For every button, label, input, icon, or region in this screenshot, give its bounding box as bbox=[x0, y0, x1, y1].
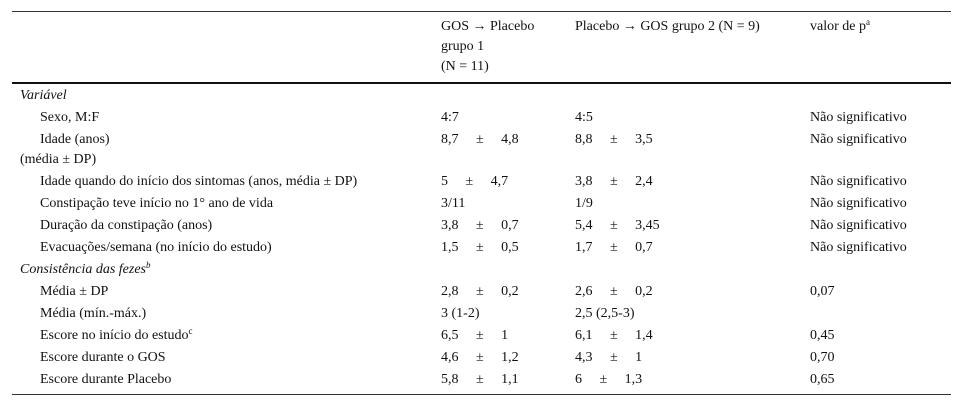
row-label: Constipação teve início no 1° ano de vid… bbox=[40, 196, 274, 211]
row-label: Evacuações/semana (no início do estudo) bbox=[40, 240, 272, 255]
row-group2: 6,1 ± 1,4 bbox=[575, 328, 653, 343]
row-label: Média (mín.-máx.) bbox=[40, 306, 147, 321]
row-p: 0,70 bbox=[810, 350, 835, 365]
section-variavel: Variável bbox=[20, 88, 67, 103]
row-p: Não significativo bbox=[810, 218, 907, 233]
row-label: Duração da constipação (anos) bbox=[40, 218, 213, 233]
row-group2: 3,8 ± 2,4 bbox=[575, 174, 653, 189]
row-label: Sexo, M:F bbox=[40, 110, 100, 125]
row-group1: 4:7 bbox=[441, 110, 459, 125]
row-group2: 8,8 ± 3,5 bbox=[575, 132, 653, 147]
row-group1: 5 ± 4,7 bbox=[441, 174, 509, 189]
row-label: Média ± DP bbox=[40, 284, 109, 299]
row-p: Não significativo bbox=[810, 132, 907, 147]
row-label-footnote: c bbox=[188, 326, 193, 336]
table-bottom-rule bbox=[12, 394, 951, 395]
row-label: Escore durante Placebo bbox=[40, 372, 172, 387]
row-p: 0,07 bbox=[810, 284, 835, 299]
row-group1: 6,5 ± 1 bbox=[441, 328, 509, 343]
row-group2: 1/9 bbox=[575, 196, 593, 211]
row-group2: 1,7 ± 0,7 bbox=[575, 240, 653, 255]
header-p-value: valor de pa bbox=[810, 17, 870, 37]
section-consistencia: Consistência das fezesb bbox=[20, 260, 151, 279]
row-group2: 6 ± 1,3 bbox=[575, 372, 643, 387]
header-group2: Placebo → GOS grupo 2 (N = 9) bbox=[575, 19, 760, 34]
row-group2: 5,4 ± 3,45 bbox=[575, 218, 660, 233]
row-p: 0,45 bbox=[810, 328, 835, 343]
section-consistencia-footnote: b bbox=[146, 260, 151, 270]
header-p-value-footnote: a bbox=[865, 17, 870, 27]
row-group1: 1,5 ± 0,5 bbox=[441, 240, 519, 255]
row-group1: 2,8 ± 0,2 bbox=[441, 284, 519, 299]
header-group1-line2: grupo 1 bbox=[441, 39, 485, 54]
row-p: 0,65 bbox=[810, 372, 835, 387]
row-group1: 3,8 ± 0,7 bbox=[441, 218, 519, 233]
row-p: Não significativo bbox=[810, 110, 907, 125]
row-p: Não significativo bbox=[810, 240, 907, 255]
row-group1: 3 (1-2) bbox=[441, 306, 480, 321]
row-group1: 5,8 ± 1,1 bbox=[441, 372, 519, 387]
row-group2: 2,5 (2,5-3) bbox=[575, 306, 635, 321]
row-label: Idade (anos) bbox=[40, 132, 110, 147]
row-group2: 4,3 ± 1 bbox=[575, 350, 643, 365]
row-group1: 8,7 ± 4,8 bbox=[441, 132, 519, 147]
header-rule bbox=[12, 82, 951, 84]
row-label: Idade quando do início dos sintomas (ano… bbox=[40, 174, 358, 189]
row-group1: 3/11 bbox=[441, 196, 466, 211]
row-group1: 4,6 ± 1,2 bbox=[441, 350, 519, 365]
row-p: Não significativo bbox=[810, 174, 907, 189]
row-p: Não significativo bbox=[810, 196, 907, 211]
table-top-rule bbox=[12, 11, 951, 12]
row-group2: 4:5 bbox=[575, 110, 593, 125]
header-group1-line1: GOS → Placebo bbox=[441, 19, 535, 34]
row-label-continued: (média ± DP) bbox=[20, 152, 97, 167]
section-consistencia-text: Consistência das fezes bbox=[20, 262, 146, 277]
header-p-value-text: valor de p bbox=[810, 19, 866, 34]
header-group1-line3: (N = 11) bbox=[441, 59, 489, 74]
row-group2: 2,6 ± 0,2 bbox=[575, 284, 653, 299]
row-label: Escore durante o GOS bbox=[40, 350, 166, 365]
row-label: Escore no início do estudoc bbox=[40, 326, 193, 345]
row-label-text: Escore no início do estudo bbox=[40, 328, 189, 343]
